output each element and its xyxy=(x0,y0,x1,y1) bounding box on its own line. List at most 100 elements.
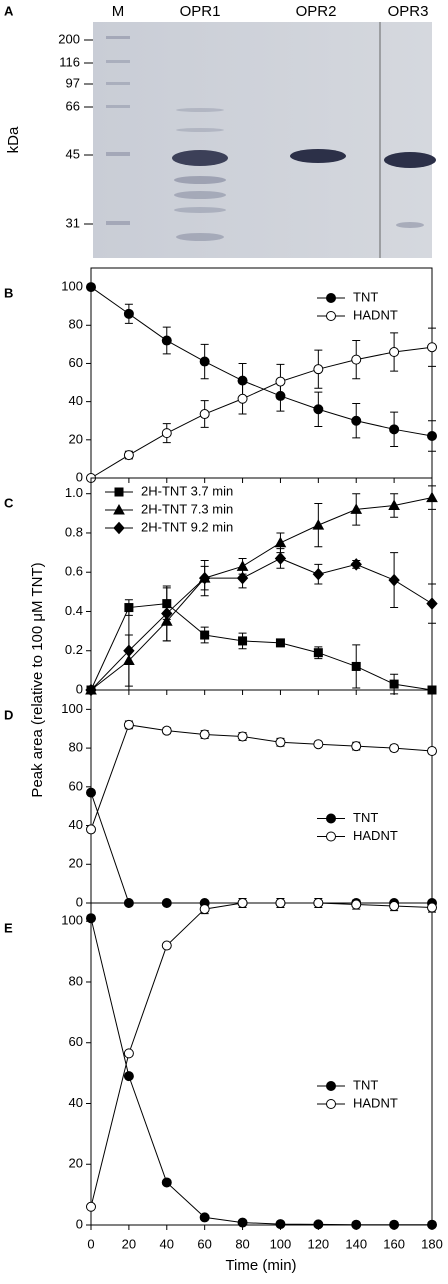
data-point xyxy=(350,503,363,514)
legend-marker xyxy=(326,813,336,824)
y-axis-label: Peak area (relative to 100 μM TNT) xyxy=(29,562,46,797)
series-line xyxy=(90,918,432,1226)
data-point xyxy=(389,1219,400,1230)
data-point xyxy=(351,661,361,671)
data-point xyxy=(86,1201,96,1212)
y-tick-label: 60 xyxy=(69,778,83,793)
data-point xyxy=(313,404,324,415)
data-point xyxy=(427,1219,437,1230)
x-tick-label: 120 xyxy=(307,1236,329,1251)
data-point xyxy=(198,571,211,585)
data-point xyxy=(275,737,286,748)
data-point xyxy=(86,824,96,835)
x-tick-label: 160 xyxy=(383,1236,405,1251)
x-tick-label: 0 xyxy=(87,1236,94,1251)
y-tick-label: 0 xyxy=(76,894,83,909)
lane-label: OPR3 xyxy=(388,3,429,20)
gel-bands xyxy=(106,36,436,241)
y-tick-label: 40 xyxy=(69,393,83,408)
data-point xyxy=(123,1048,134,1059)
y-tick-label: 60 xyxy=(69,1034,83,1049)
marker-label: 45 xyxy=(66,146,80,161)
data-point xyxy=(427,745,437,756)
panel-letter: B xyxy=(4,285,13,300)
x-tick-label: 180 xyxy=(421,1236,443,1251)
data-point xyxy=(275,638,285,648)
data-point xyxy=(351,741,362,752)
y-tick-label: 0.4 xyxy=(65,603,83,618)
x-tick-label: 100 xyxy=(270,1236,292,1251)
data-point xyxy=(313,364,324,375)
data-point xyxy=(351,354,362,365)
series-line xyxy=(90,497,433,691)
y-tick-label: 40 xyxy=(69,1095,83,1110)
data-point xyxy=(86,913,96,924)
legend-marker xyxy=(113,503,125,515)
data-point xyxy=(124,603,134,613)
y-tick-label: 0.8 xyxy=(65,524,83,539)
panel-letter: A xyxy=(4,3,14,18)
data-point xyxy=(199,1212,210,1223)
marker-label: 200 xyxy=(58,31,80,46)
x-tick-label: 140 xyxy=(345,1236,367,1251)
data-point xyxy=(237,898,248,908)
y-tick-label: 0 xyxy=(76,681,83,696)
legend-marker xyxy=(326,311,336,321)
data-point xyxy=(237,1217,248,1228)
x-tick-label: 20 xyxy=(122,1236,136,1251)
x-tick-label: 40 xyxy=(160,1236,174,1251)
data-point xyxy=(427,902,437,913)
data-point xyxy=(123,308,134,319)
marker-label: 116 xyxy=(59,54,80,69)
y-tick-label: 60 xyxy=(69,355,83,370)
data-point xyxy=(161,428,172,439)
panel-letter: E xyxy=(4,920,13,935)
y-tick-label: 100 xyxy=(61,913,83,928)
data-point xyxy=(312,519,325,530)
data-point xyxy=(313,648,323,658)
y-tick-label: 20 xyxy=(69,1156,83,1171)
data-point xyxy=(123,1071,134,1082)
data-point xyxy=(312,567,325,581)
legend-label: TNT xyxy=(353,1077,378,1092)
legend-marker xyxy=(326,831,336,842)
y-tick-label: 80 xyxy=(69,317,83,332)
data-point xyxy=(389,679,399,689)
data-point xyxy=(123,644,135,657)
series-line xyxy=(90,557,433,691)
y-tick-label: 0.6 xyxy=(65,564,83,579)
data-point xyxy=(123,450,134,461)
x-tick-label: 80 xyxy=(235,1236,249,1251)
legend-marker xyxy=(326,293,336,303)
data-point xyxy=(161,940,172,951)
legend-label: 2H-TNT 7.3 min xyxy=(141,501,233,516)
legend-label: TNT xyxy=(353,289,378,304)
data-point xyxy=(161,1177,172,1188)
plot-frame xyxy=(90,689,433,904)
data-point xyxy=(427,431,437,441)
plot-frame xyxy=(90,902,433,1226)
data-point xyxy=(86,282,96,293)
legend-label: HADNT xyxy=(353,1095,398,1110)
data-point xyxy=(350,558,362,571)
legend-label: 2H-TNT 3.7 min xyxy=(141,483,233,498)
data-point xyxy=(389,901,400,912)
data-point xyxy=(274,552,287,565)
series-line xyxy=(90,603,433,691)
data-point xyxy=(389,424,400,435)
data-point xyxy=(237,731,248,742)
data-point xyxy=(389,743,400,754)
data-point xyxy=(388,499,400,510)
data-point xyxy=(389,347,400,357)
data-point xyxy=(427,342,437,353)
legend-label: HADNT xyxy=(353,307,398,322)
y-tick-label: 40 xyxy=(69,817,83,832)
gel-axis-label: kDa xyxy=(5,126,22,153)
legend-marker xyxy=(113,521,125,535)
data-point xyxy=(351,415,362,426)
y-tick-label: 20 xyxy=(69,856,83,871)
data-point xyxy=(275,376,286,387)
series-line xyxy=(90,346,433,479)
data-point xyxy=(351,899,362,910)
